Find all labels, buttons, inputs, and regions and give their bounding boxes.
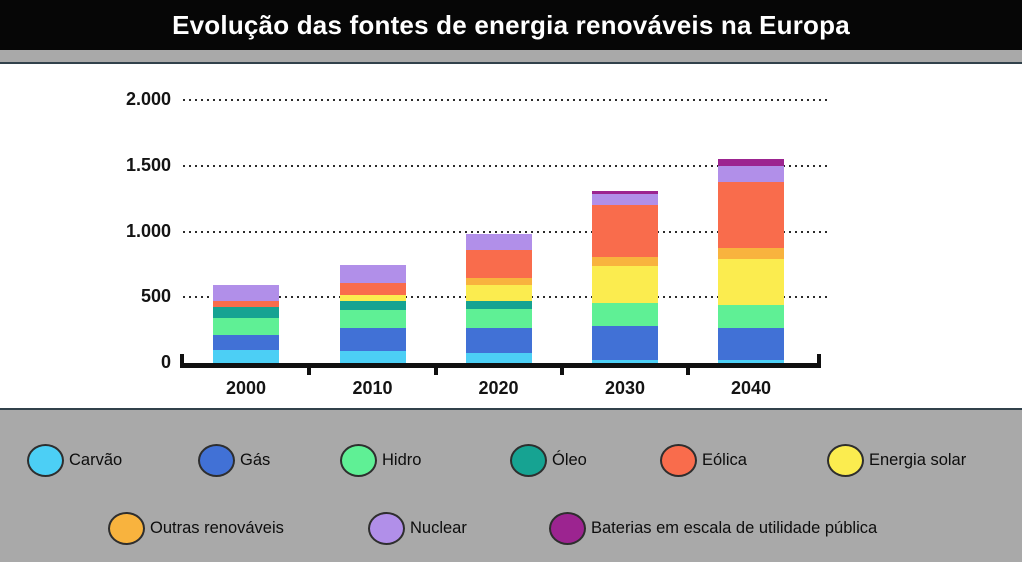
gridline-1000 <box>183 230 830 233</box>
bar-segment--leo <box>465 301 532 309</box>
bar-segment-nuclear <box>339 265 406 283</box>
bar-segment-hidro <box>213 318 279 336</box>
bar-segment-baterias-em-escala-de-utilidade-p-blica <box>592 190 658 194</box>
bar-segment-nuclear <box>213 284 279 302</box>
x-tick-label-2000: 2000 <box>225 378 267 398</box>
legend-label: Energia solar <box>869 451 967 469</box>
bar-segment-hidro <box>592 303 658 327</box>
legend-label: Baterias em escala de utilidade pública <box>591 519 878 537</box>
bar-segment-nuclear <box>465 234 532 251</box>
bar-segment--leo <box>339 300 406 311</box>
legend-swatch-icon <box>198 444 235 477</box>
bar-segment-carv-o <box>465 353 532 363</box>
bar-segment-carv-o <box>213 349 279 363</box>
axis-separator-tick <box>307 363 312 375</box>
legend-label: Outras renováveis <box>150 519 284 537</box>
bar-segment-g-s <box>213 335 279 350</box>
bar-segment-hidro <box>465 308 532 329</box>
legend-label: Nuclear <box>410 519 467 537</box>
bar-segment-e-lica <box>718 181 784 249</box>
title-bar: Evolução das fontes de energia renovávei… <box>0 0 1022 50</box>
bar-segment-g-s <box>718 327 784 360</box>
legend-swatch-icon <box>27 444 64 477</box>
plot-area: 2.000 1.500 1.000 500 0 2000 2010 2020 2030 2040 <box>0 64 1022 408</box>
bar-segment-energia-solar <box>592 265 658 304</box>
axis-separator-tick <box>686 363 690 375</box>
bar-segment-e-lica <box>213 301 279 307</box>
stacked-bar-2000 <box>213 284 279 363</box>
legend-item--leo: Óleo <box>510 444 587 477</box>
legend-item-nuclear: Nuclear <box>368 512 467 545</box>
y-tick-label: 500 <box>140 286 171 307</box>
y-tick-label: 1.500 <box>125 154 171 175</box>
legend-item-outras-renov-veis: Outras renováveis <box>108 512 284 545</box>
axis-end-tick <box>180 354 184 368</box>
legend-label: Carvão <box>69 451 123 469</box>
bar-segment-g-s <box>465 328 532 354</box>
x-tick-label-2010: 2010 <box>352 378 393 398</box>
gridline-1500 <box>183 164 830 167</box>
axis-separator-tick <box>433 363 438 375</box>
y-tick-label: 0 <box>160 352 171 372</box>
bar-segment-energia-solar <box>718 258 784 306</box>
bar-segment-outras-renov-veis <box>592 256 658 266</box>
legend-item-hidro: Hidro <box>340 444 421 477</box>
bar-segment-e-lica <box>592 204 658 257</box>
stacked-bar-2020 <box>465 234 532 363</box>
stacked-bar-2030 <box>592 190 658 363</box>
y-tick-label: 2.000 <box>125 89 171 110</box>
legend-item-e-lica: Eólica <box>660 444 747 477</box>
bar-segment-g-s <box>339 328 406 352</box>
bar-segment-e-lica <box>465 250 532 278</box>
stacked-bar-2040 <box>718 158 784 363</box>
x-tick-label-2030: 2030 <box>604 378 646 398</box>
bar-segment-nuclear <box>592 193 658 205</box>
axis-end-tick <box>817 354 821 368</box>
bar-segment-g-s <box>592 326 658 360</box>
bar-segment-baterias-em-escala-de-utilidade-p-blica <box>718 158 784 166</box>
bar-segment-outras-renov-veis <box>465 277 532 285</box>
bar-segment-carv-o <box>718 359 784 363</box>
bar-segment-energia-solar <box>339 295 406 301</box>
bar-segment--leo <box>213 306 279 319</box>
bar-segment-carv-o <box>339 351 406 363</box>
bar-segment-outras-renov-veis <box>718 248 784 259</box>
legend-label: Óleo <box>552 451 587 469</box>
bar-segment-hidro <box>718 305 784 328</box>
legend-item-energia-solar: Energia solar <box>827 444 966 477</box>
legend-item-g-s: Gás <box>198 444 270 477</box>
y-tick-label: 1.000 <box>125 220 171 241</box>
bar-segment-energia-solar <box>465 284 532 302</box>
bar-segment-hidro <box>339 310 406 329</box>
legend-swatch-icon <box>340 444 377 477</box>
legend-swatch-icon <box>108 512 145 545</box>
bar-segment-carv-o <box>592 359 658 363</box>
page-title: Evolução das fontes de energia renovávei… <box>172 9 850 40</box>
gridline-2000 <box>183 99 830 102</box>
legend-swatch-icon <box>549 512 586 545</box>
legend-swatch-icon <box>660 444 697 477</box>
legend-label: Gás <box>240 451 271 469</box>
legend-swatch-icon <box>510 444 547 477</box>
legend-swatch-icon <box>827 444 864 477</box>
x-tick-label-2040: 2040 <box>730 378 772 398</box>
stacked-bar-2010 <box>339 265 406 363</box>
legend-label: Eólica <box>702 451 747 469</box>
legend-swatch-icon <box>368 512 405 545</box>
axis-separator-tick <box>559 363 564 375</box>
bar-segment-nuclear <box>718 165 784 182</box>
x-tick-label-2020: 2020 <box>478 378 519 398</box>
legend-item-baterias-em-escala-de-utilidade-p-blica: Baterias em escala de utilidade pública <box>549 512 877 545</box>
chart-panel: 2.000 1.500 1.000 500 0 2000 2010 2020 2030 2040 <box>0 62 1022 410</box>
x-axis <box>180 363 821 368</box>
legend-item-carv-o: Carvão <box>27 444 122 477</box>
legend-label: Hidro <box>382 451 422 469</box>
bar-segment-e-lica <box>339 282 406 296</box>
